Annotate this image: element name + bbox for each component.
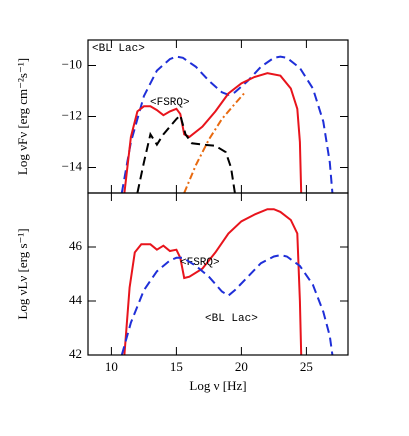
y-tick-label: 44 — [69, 292, 83, 307]
annotation: <FSRQ> — [150, 97, 190, 109]
frame — [87, 192, 349, 356]
x-tick-label: 20 — [235, 359, 248, 374]
x-tick-label: 25 — [300, 359, 313, 374]
series-line — [120, 254, 334, 355]
y-tick-label: −10 — [62, 56, 82, 71]
annotation: <FSRQ> — [180, 257, 220, 269]
series-line — [136, 113, 236, 193]
series-line — [123, 208, 303, 355]
annotation: <BL Lac> — [92, 43, 145, 55]
y-axis-label: Log νFν [erg cm⁻²s⁻¹] — [15, 58, 30, 175]
y-tick-label: 42 — [69, 346, 82, 361]
annotation: <BL Lac> — [205, 313, 258, 325]
x-tick-label: 10 — [105, 359, 118, 374]
series-line — [123, 72, 303, 193]
x-axis-label: Log ν [Hz] — [189, 378, 246, 393]
y-tick-label: −12 — [62, 107, 82, 122]
y-tick-label: 46 — [69, 238, 83, 253]
x-tick-label: 15 — [170, 359, 183, 374]
y-axis-label: Log νLν [erg s⁻¹] — [15, 228, 30, 319]
series-line — [183, 92, 245, 193]
y-tick-label: −14 — [62, 158, 83, 173]
